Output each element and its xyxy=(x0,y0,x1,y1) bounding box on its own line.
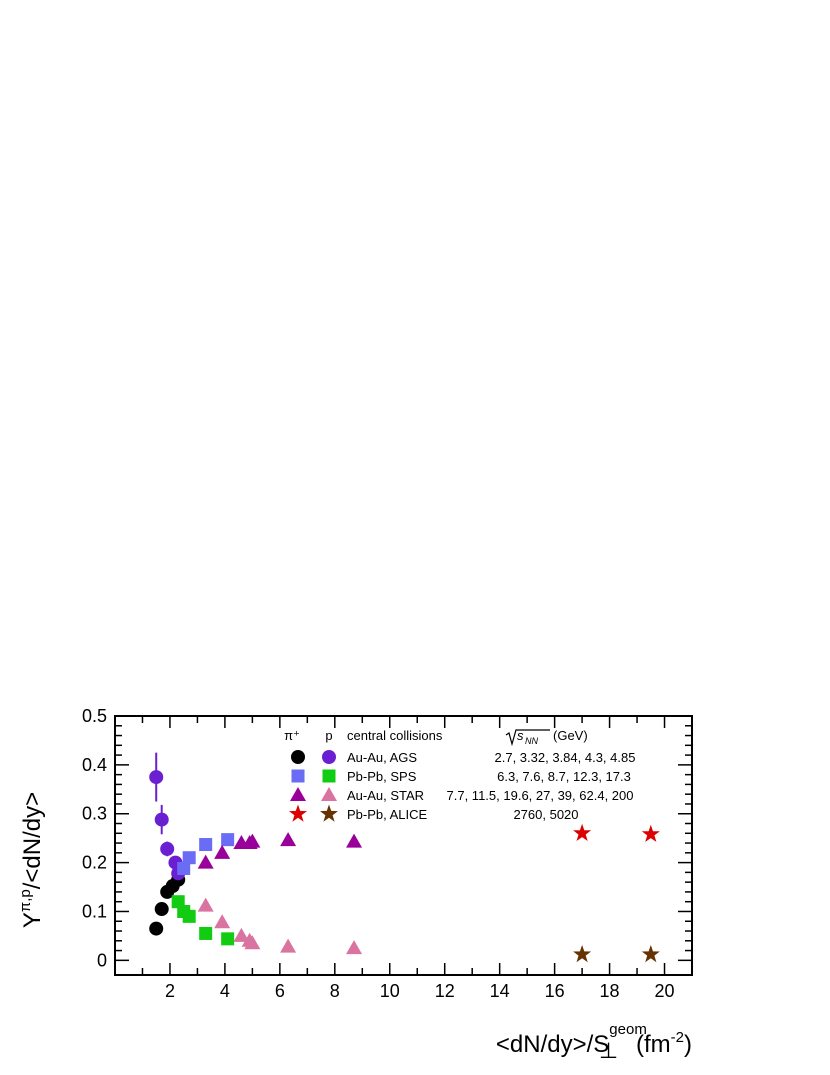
y-tick-label: 0.1 xyxy=(82,901,107,921)
legend-header-p: p xyxy=(325,728,332,743)
legend-system-label: Pb-Pb, ALICE xyxy=(347,807,428,822)
data-point xyxy=(221,932,235,946)
y-tick-label: 0.4 xyxy=(82,755,107,775)
y-tick-label: 0.2 xyxy=(82,853,107,873)
plot-frame xyxy=(114,715,693,976)
energy-symbol: s xyxy=(517,728,524,743)
data-point xyxy=(154,902,169,917)
sqrt-sign xyxy=(505,729,550,747)
energy-subscript: NN xyxy=(525,736,538,746)
energy-unit: (GeV) xyxy=(553,728,588,743)
legend-energy-label: 2760, 5020 xyxy=(513,807,578,822)
x-tick-label: 18 xyxy=(600,981,620,1001)
legend-marker-p xyxy=(321,787,337,801)
data-point xyxy=(346,833,363,848)
data-point xyxy=(346,940,363,955)
y-tick-label: 0 xyxy=(97,950,107,970)
data-point xyxy=(149,770,164,785)
data-point xyxy=(214,914,231,929)
legend-marker-pi xyxy=(291,750,305,764)
y-tick-label: 0.3 xyxy=(82,804,107,824)
legend-marker-p xyxy=(322,750,336,764)
legend-marker-p xyxy=(322,769,336,783)
data-point xyxy=(244,833,261,848)
y-axis: 0 0.1 0.2 0.3 0.4 0.5 xyxy=(82,706,692,970)
axis-titles: <dN/dy>/Sgeom ⊥ (fm-2) Yπ,p/<dN/dy> xyxy=(17,792,692,1063)
x-tick-label: 20 xyxy=(655,981,675,1001)
legend-system-label: Au-Au, AGS xyxy=(347,750,417,765)
data-point xyxy=(641,945,660,963)
data-point xyxy=(197,897,214,912)
legend-marker-pi xyxy=(291,769,305,783)
data-point xyxy=(233,927,250,942)
data-point xyxy=(280,938,297,953)
legend-marker-pi xyxy=(289,804,307,822)
legend: π⁺ p central collisions s NN (GeV) Au-Au, … xyxy=(284,728,635,822)
x-tick-label: 4 xyxy=(220,981,230,1001)
x-tick-label: 6 xyxy=(275,981,285,1001)
data-point xyxy=(171,895,185,909)
data-point xyxy=(160,841,175,856)
data-point xyxy=(573,823,592,841)
data-point xyxy=(199,926,213,940)
legend-header-pi: π⁺ xyxy=(284,728,300,743)
legend-system-label: Pb-Pb, SPS xyxy=(347,769,417,784)
data-point xyxy=(641,824,660,842)
x-tick-label: 2 xyxy=(165,981,175,1001)
data-point xyxy=(244,935,261,950)
x-tick-label: 12 xyxy=(435,981,455,1001)
data-point xyxy=(214,844,231,859)
data-point xyxy=(177,861,191,875)
data-point xyxy=(221,833,235,847)
data-point xyxy=(149,921,164,936)
y-tick-label: 0.5 xyxy=(82,706,107,726)
x-axis-title: <dN/dy>/Sgeom ⊥ (fm-2) xyxy=(496,1021,692,1063)
legend-energy-label: 7.7, 11.5, 19.6, 27, 39, 62.4, 200 xyxy=(447,788,634,803)
x-tick-label: 10 xyxy=(380,981,400,1001)
data-point xyxy=(280,832,297,847)
data-point xyxy=(182,851,196,865)
plot-border xyxy=(114,715,693,976)
data-point xyxy=(154,812,169,827)
x-tick-label: 14 xyxy=(490,981,510,1001)
x-axis: 2 4 6 8 10 12 14 16 18 20 xyxy=(141,716,675,1001)
legend-marker-p xyxy=(320,804,338,822)
legend-energy-label: 6.3, 7.6, 8.7, 12.3, 17.3 xyxy=(497,769,631,784)
legend-energy-label: 2.7, 3.32, 3.84, 4.3, 4.85 xyxy=(495,750,636,765)
x-tick-label: 16 xyxy=(545,981,565,1001)
data-point xyxy=(197,854,214,869)
legend-header-system: central collisions xyxy=(347,728,443,743)
data-point xyxy=(573,945,592,963)
y-axis-title: Yπ,p/<dN/dy> xyxy=(17,792,46,928)
legend-marker-pi xyxy=(290,787,306,801)
legend-system-label: Au-Au, STAR xyxy=(347,788,424,803)
data-points xyxy=(149,752,660,963)
data-point xyxy=(199,838,213,852)
data-point xyxy=(182,909,196,923)
legend-header-energy: s NN (GeV) xyxy=(505,728,588,747)
x-tick-label: 8 xyxy=(330,981,340,1001)
